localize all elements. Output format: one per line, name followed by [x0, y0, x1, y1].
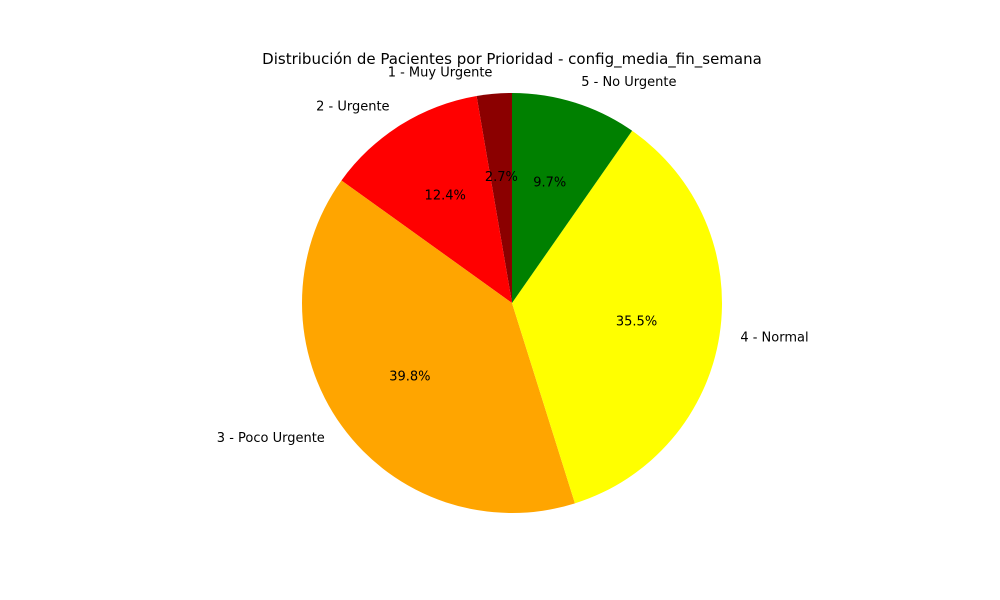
chart-title: Distribución de Pacientes por Prioridad …	[262, 50, 762, 69]
slice-percent-2: 12.4%	[425, 189, 466, 204]
slice-label-1: 1 - Muy Urgente	[388, 65, 493, 80]
pie-labels: 1 - Muy Urgente 2.7% 2 - Urgente 12.4% 3 - P…	[217, 65, 809, 446]
slice-label-4: 4 - Normal	[740, 331, 808, 346]
slice-percent-5: 9.7%	[533, 175, 566, 190]
pie-slice-4	[512, 130, 722, 504]
slice-percent-1: 2.7%	[485, 170, 518, 185]
slice-label-2: 2 - Urgente	[316, 100, 389, 115]
pie-slice-3	[302, 180, 575, 513]
slice-percent-3: 39.8%	[389, 369, 430, 384]
slice-percent-4: 35.5%	[616, 315, 657, 330]
pie-slice-2	[341, 96, 512, 303]
pie-slice-5	[512, 93, 633, 303]
pie-slices	[302, 93, 722, 513]
pie-slice-1	[476, 93, 512, 303]
slice-label-3: 3 - Poco Urgente	[217, 431, 325, 446]
slice-label-5: 5 - No Urgente	[581, 75, 676, 90]
